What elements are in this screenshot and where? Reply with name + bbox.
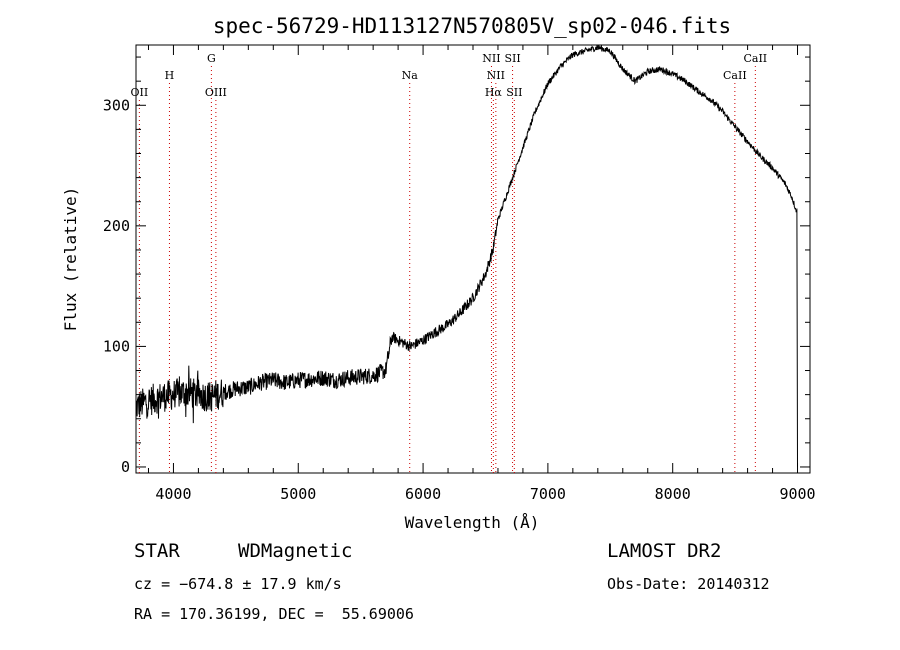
line-marker-label: OIII <box>205 86 227 99</box>
line-marker-label: NII <box>482 52 500 65</box>
y-tick-label: 0 <box>121 458 130 476</box>
observation-date: Obs-Date: 20140312 <box>607 575 770 593</box>
x-tick-label: 6000 <box>405 485 441 503</box>
x-tick-label: 4000 <box>155 485 191 503</box>
y-tick-label: 200 <box>103 217 130 235</box>
line-marker-label: CaII <box>723 69 747 82</box>
x-tick-label: 9000 <box>779 485 815 503</box>
y-axis-label: Flux (relative) <box>61 187 80 332</box>
survey-name: LAMOST DR2 <box>607 540 722 562</box>
line-marker-label: H <box>165 69 175 82</box>
line-marker-label: CaII <box>743 52 767 65</box>
coordinates: RA = 170.36199, DEC = 55.69006 <box>134 605 414 623</box>
x-tick-label: 7000 <box>530 485 566 503</box>
object-class: STAR <box>134 540 180 562</box>
x-axis-label: Wavelength (Å) <box>405 513 540 532</box>
line-marker-label: G <box>207 52 216 65</box>
y-tick-label: 100 <box>103 337 130 355</box>
line-marker-label: SII <box>504 52 520 65</box>
line-marker-label: OII <box>131 86 149 99</box>
plot-frame <box>135 44 811 474</box>
x-tick-label: 5000 <box>280 485 316 503</box>
line-marker-label: Hα <box>485 86 503 99</box>
axis-ticks: 4000 5000 6000 7000 8000 9000 0 100 200 300 <box>103 45 816 503</box>
y-tick-label: 300 <box>103 96 130 114</box>
redshift-info: cz = −674.8 ± 17.9 km/s <box>134 575 342 593</box>
line-marker-label: NII <box>487 69 505 82</box>
line-marker-label: SII <box>506 86 522 99</box>
chart-title: spec-56729-HD113127N570805V_sp02-046.fit… <box>213 14 731 38</box>
spectrum-line <box>135 44 798 468</box>
object-subclass: WDMagnetic <box>238 540 353 562</box>
line-marker-label: Na <box>402 69 419 82</box>
x-tick-label: 8000 <box>655 485 691 503</box>
